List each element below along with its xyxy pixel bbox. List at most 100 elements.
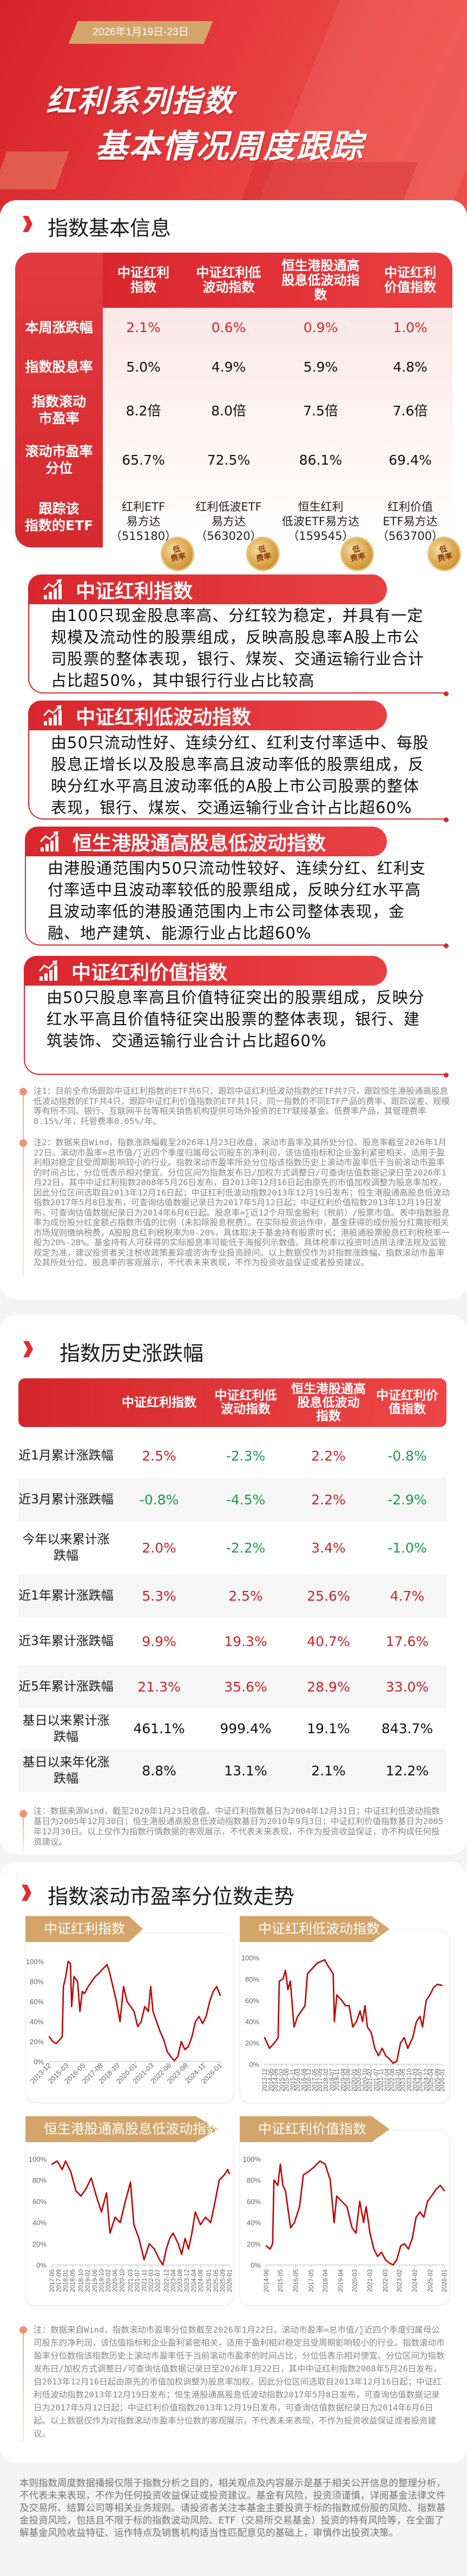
x-tick-label: 2017-09	[317, 2069, 324, 2091]
data-point	[265, 2245, 267, 2247]
data-point	[106, 2192, 108, 2194]
etf-name-link[interactable]: 红利价值 ETF易方达 （563700）	[377, 500, 444, 543]
data-point	[129, 2181, 131, 2183]
percentile-series-line	[264, 1959, 443, 2064]
chevron-right-icon	[23, 216, 32, 232]
table2-cell: 461.1%	[133, 1721, 185, 1736]
data-point	[101, 2211, 102, 2213]
x-tick-label: 2016-08	[301, 2069, 307, 2091]
description-card-text: 由50只流动性好、连续分红、红利支付率适中、每股股息正增长以及股息率高且波动率低…	[51, 734, 429, 817]
data-point	[119, 2222, 121, 2223]
description-card-frame	[25, 843, 446, 946]
x-tick-label: 2018-05	[70, 2269, 76, 2292]
x-tick-label: 2026-01	[442, 2269, 448, 2292]
data-point	[48, 2036, 50, 2037]
data-point	[156, 2020, 157, 2023]
data-point	[218, 2179, 220, 2181]
x-tick-label: 2024-03	[412, 2069, 419, 2091]
data-point	[355, 2232, 357, 2234]
x-tick-label: 2018-01	[63, 2269, 69, 2292]
data-point	[392, 2062, 394, 2064]
table2-cell: 33.0%	[385, 1679, 429, 1695]
description-card-header: 中证红利低波动指数	[28, 701, 387, 730]
etf-name-link[interactable]: 红利ETF 易方达 （515180）	[110, 500, 177, 543]
data-point	[425, 1999, 427, 2001]
table2-cell: 2.2%	[311, 1448, 346, 1464]
data-point	[154, 2248, 155, 2250]
table1-cell: 86.1%	[299, 452, 343, 468]
data-point	[439, 2184, 442, 2187]
data-point	[293, 2222, 295, 2223]
table1-column-header: 中证红利 指数	[117, 265, 169, 295]
description-card-frame	[28, 591, 446, 693]
x-tick-label: 2023-04	[170, 2269, 177, 2292]
y-tick-label: 40%	[245, 2018, 259, 2026]
data-point	[124, 2201, 126, 2202]
note-timeline	[23, 2334, 24, 2442]
table2-cell: 999.4%	[220, 1721, 272, 1736]
data-point	[98, 1973, 100, 1974]
table2-cell: 19.3%	[224, 1633, 267, 1649]
data-point	[285, 1970, 286, 1971]
frame-end-dot	[444, 817, 449, 822]
data-point	[144, 2006, 146, 2007]
table2-header	[18, 1378, 446, 1427]
table1-cell: 72.5%	[207, 452, 251, 468]
data-point	[381, 2047, 383, 2049]
data-point	[152, 2011, 154, 2012]
data-point	[327, 1965, 329, 1967]
data-point	[369, 2232, 371, 2234]
x-tick-label: 2017-09	[56, 2269, 63, 2292]
table-row	[18, 1665, 446, 1708]
table1-row-label: 滚动市盈率 分位	[25, 444, 93, 476]
data-point	[351, 2227, 353, 2229]
data-point	[70, 1963, 71, 1964]
data-point	[210, 2222, 212, 2223]
x-tick-label: 2019-02	[85, 2269, 91, 2292]
data-point	[61, 2036, 63, 2037]
data-point	[385, 2055, 387, 2057]
data-point	[429, 1994, 431, 1996]
x-tick-label: 2015-11	[290, 2069, 297, 2091]
description-card-text: 由港股通范围内50只流动性较好、连续分红、红利支付率适中且波动率较低的股票组成，…	[48, 859, 426, 942]
data-point	[364, 2005, 366, 2006]
x-tick-label: 2022-04	[384, 2068, 391, 2091]
data-point	[427, 2201, 429, 2202]
data-point	[75, 2190, 77, 2191]
etf-name-link[interactable]: 恒生红利 低波ETF易方达 （159545）	[281, 500, 360, 543]
table2-row-label: 近3年累计涨跌幅	[18, 1634, 114, 1648]
data-point	[94, 1976, 96, 1977]
x-tick-label: 2022-03	[148, 2269, 155, 2292]
data-point	[81, 1991, 83, 1992]
table2-cell: 2.1%	[311, 1762, 346, 1779]
table2-cell: 2.5%	[228, 1588, 263, 1604]
y-tick-label: 60%	[32, 2197, 47, 2205]
table1-row-label: 跟踪该 指数的ETF	[24, 501, 94, 533]
table1-cell: 4.9%	[211, 359, 246, 375]
data-point	[177, 2056, 179, 2057]
bar-chart-trend-icon	[40, 830, 58, 851]
data-point	[112, 1986, 114, 1987]
pe-percentile-line-chart: 0%20%40%60%80%100%2017-05 2017-09 2018-01 2…	[29, 2155, 233, 2292]
data-point	[223, 2174, 225, 2176]
table2-cell: 8.8%	[142, 1762, 176, 1779]
table1-row-label: 本周涨跌幅	[25, 320, 93, 335]
table2-cell: -1.0%	[387, 1540, 427, 1556]
y-tick-label: 20%	[245, 2039, 259, 2047]
data-point	[336, 1994, 338, 1996]
chart-title-banner: 中证红利低波动指数	[240, 1916, 390, 1942]
data-point	[277, 2037, 279, 2038]
etf-name-link[interactable]: 红利低波ETF 易方达 （563020）	[195, 500, 262, 543]
data-point	[370, 2031, 372, 2033]
history-return-note: 注：数据来源Wind，截至2026年1月23日收盘。中证红利指数基日为2004年…	[34, 1806, 443, 1847]
x-tick-label: 2021-11	[378, 2069, 385, 2091]
data-point	[293, 2026, 295, 2028]
data-point	[389, 2262, 390, 2264]
x-tick-label: 2021-07	[135, 2269, 141, 2292]
table-row	[18, 1478, 446, 1521]
section-title-basic-info: 指数基本信息	[48, 216, 172, 240]
x-tick-label: 2022-12	[163, 2269, 170, 2292]
data-point	[312, 1967, 313, 1969]
x-tick-label: 2014-09	[273, 2069, 279, 2091]
